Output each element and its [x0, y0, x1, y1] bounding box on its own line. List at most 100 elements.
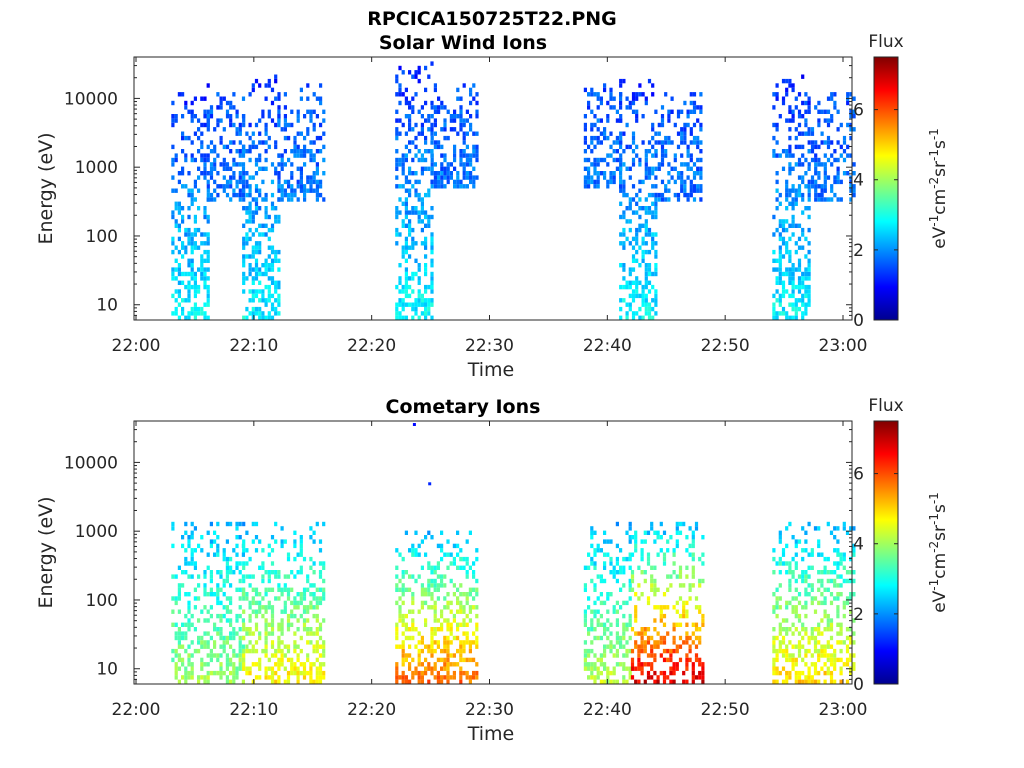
flux-cell — [462, 184, 466, 189]
flux-cell — [781, 635, 786, 641]
flux-cell — [248, 254, 252, 259]
flux-cell — [277, 188, 281, 193]
flux-cell — [772, 648, 776, 654]
flux-cell — [193, 184, 197, 189]
flux-cell — [778, 201, 782, 206]
flux-cell — [459, 679, 463, 684]
flux-cell — [296, 570, 300, 575]
flux-cell — [651, 245, 655, 250]
flux-cell — [398, 613, 402, 619]
flux-cell — [420, 583, 424, 588]
flux-cell — [270, 249, 275, 255]
flux-cell — [622, 192, 626, 198]
flux-cell — [235, 162, 239, 167]
flux-cell — [258, 631, 262, 636]
flux-cell — [286, 587, 291, 592]
flux-cell — [395, 622, 399, 627]
flux-cell — [778, 627, 782, 632]
flux-cell — [820, 578, 824, 584]
flux-cell — [264, 640, 268, 645]
flux-cell — [258, 609, 262, 614]
flux-cell — [280, 162, 284, 167]
flux-cell — [459, 653, 463, 658]
flux-cell — [603, 135, 607, 141]
flux-cell — [440, 175, 444, 180]
flux-cell — [583, 622, 587, 627]
flux-cell — [277, 179, 281, 185]
flux-cell — [411, 675, 415, 680]
flux-cell — [264, 635, 268, 641]
flux-cell — [785, 271, 789, 277]
flux-cell — [299, 96, 303, 101]
flux-cell — [190, 552, 194, 557]
flux-cell — [686, 144, 690, 150]
flux-cell — [810, 131, 815, 136]
flux-cell — [184, 675, 188, 680]
flux-cell — [171, 241, 175, 246]
flux-cell — [654, 267, 658, 272]
flux-cell — [417, 302, 421, 307]
flux-cell — [694, 635, 699, 641]
flux-cell — [177, 302, 181, 307]
flux-cell — [593, 179, 597, 185]
flux-cell — [846, 171, 850, 176]
flux-cell — [274, 298, 278, 303]
flux-cell — [411, 592, 415, 597]
flux-cell — [587, 552, 591, 557]
flux-cell — [801, 622, 805, 627]
flux-cell — [404, 530, 408, 535]
flux-cell — [801, 192, 805, 198]
flux-cell — [254, 622, 259, 627]
flux-cell — [277, 635, 281, 641]
flux-cell — [427, 188, 431, 193]
flux-cell — [619, 306, 623, 312]
flux-cell — [650, 574, 654, 579]
flux-cell — [171, 271, 175, 277]
flux-cell — [264, 232, 268, 237]
flux-cell — [296, 184, 300, 189]
flux-cell — [446, 552, 450, 557]
flux-cell — [440, 144, 444, 150]
flux-cell — [408, 609, 412, 614]
flux-cell — [296, 644, 300, 649]
flux-cell — [781, 293, 786, 299]
flux-cell — [449, 622, 453, 627]
flux-cell — [248, 188, 252, 193]
flux-cell — [171, 122, 175, 128]
flux-cell — [398, 605, 402, 610]
flux-cell — [193, 157, 197, 163]
flux-cell — [673, 157, 677, 163]
flux-cell — [775, 587, 779, 592]
flux-cell — [833, 666, 837, 671]
flux-cell — [836, 179, 840, 185]
flux-cell — [433, 171, 437, 176]
flux-cell — [290, 613, 294, 619]
flux-cell — [696, 135, 700, 141]
flux-cell — [654, 184, 658, 189]
flux-cell — [414, 135, 418, 141]
flux-cell — [810, 140, 815, 145]
flux-cell — [395, 574, 399, 579]
flux-cell — [814, 184, 818, 189]
flux-cell — [650, 583, 654, 588]
flux-cell — [826, 109, 831, 114]
flux-cell — [807, 298, 811, 303]
flux-cell — [283, 127, 287, 132]
flux-cell — [248, 613, 252, 619]
flux-cell — [420, 587, 424, 592]
flux-cell — [804, 592, 808, 597]
flux-cell — [459, 149, 463, 154]
flux-cell — [398, 184, 402, 189]
flux-cell — [286, 596, 291, 601]
flux-cell — [420, 210, 424, 215]
flux-cell — [590, 622, 594, 627]
flux-cell — [258, 289, 262, 294]
flux-cell — [801, 578, 805, 584]
flux-cell — [772, 548, 776, 553]
flux-cell — [303, 197, 307, 202]
flux-cell — [846, 100, 850, 106]
flux-cell — [417, 289, 421, 294]
flux-cell — [430, 289, 434, 294]
flux-cell — [428, 482, 432, 486]
flux-cell — [659, 618, 663, 623]
